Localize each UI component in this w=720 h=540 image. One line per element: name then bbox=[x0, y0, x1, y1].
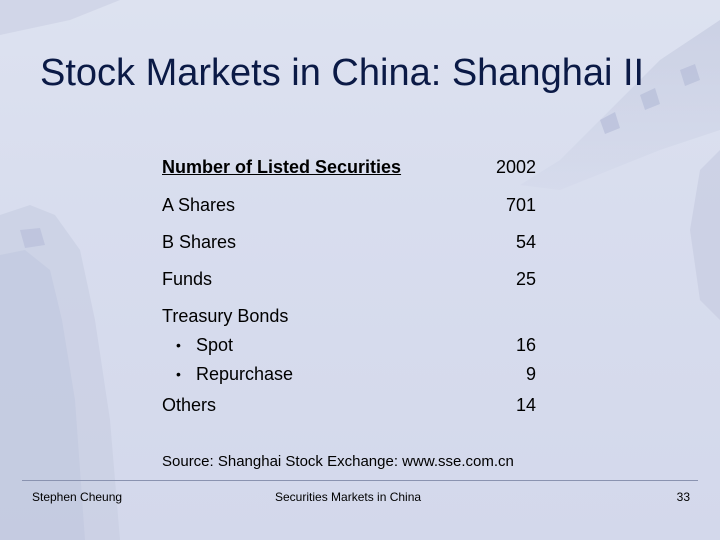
table-header-label: Number of Listed Securities bbox=[162, 157, 402, 177]
table-row: A Shares 701 bbox=[162, 192, 562, 218]
row-value: 14 bbox=[515, 395, 536, 415]
footer-author: Stephen Cheung bbox=[32, 490, 123, 504]
table-header-row: Number of Listed Securities 2002 bbox=[162, 154, 562, 180]
table-row: Others 14 bbox=[162, 392, 562, 418]
row-label-text: Repurchase bbox=[196, 364, 294, 384]
row-value: 54 bbox=[515, 232, 536, 252]
table-row: • Spot 16 bbox=[162, 332, 562, 358]
table-header-year: 2002 bbox=[495, 157, 536, 177]
bullet-icon: • bbox=[176, 366, 181, 382]
footer-page-number: 33 bbox=[676, 490, 690, 504]
table-row: Funds 25 bbox=[162, 266, 562, 292]
footer-divider bbox=[22, 480, 698, 481]
row-label: Others bbox=[162, 395, 217, 415]
row-label: Treasury Bonds bbox=[162, 306, 289, 326]
row-value: 701 bbox=[505, 195, 536, 215]
row-value: 25 bbox=[515, 269, 536, 289]
slide-title: Stock Markets in China: Shanghai II bbox=[40, 52, 645, 94]
bullet-icon: • bbox=[176, 337, 181, 353]
row-label: A Shares bbox=[162, 195, 236, 215]
row-value: 16 bbox=[515, 335, 536, 355]
row-value: 9 bbox=[525, 364, 536, 384]
row-label: • Spot bbox=[176, 332, 233, 358]
table-row: • Repurchase 9 bbox=[162, 361, 562, 387]
table-row: Treasury Bonds bbox=[162, 303, 562, 329]
table-row: B Shares 54 bbox=[162, 229, 562, 255]
row-label: B Shares bbox=[162, 232, 237, 252]
row-label: Funds bbox=[162, 269, 213, 289]
footer-course: Securities Markets in China bbox=[275, 490, 422, 504]
source-note: Source: Shanghai Stock Exchange: www.sse… bbox=[162, 453, 514, 470]
row-label: • Repurchase bbox=[176, 361, 293, 387]
row-label-text: Spot bbox=[196, 335, 234, 355]
